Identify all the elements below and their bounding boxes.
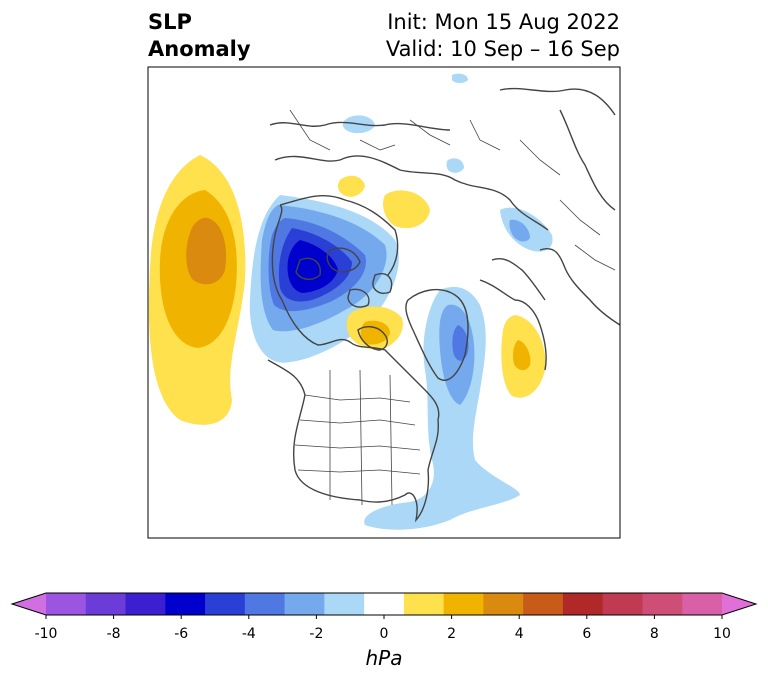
colorbar-segment bbox=[562, 593, 604, 615]
colorbar-segment bbox=[165, 593, 206, 615]
forecast-dates: Init: Mon 15 Aug 2022 Valid: 10 Sep – 16… bbox=[386, 9, 620, 63]
pacific-high-anomaly bbox=[148, 155, 246, 425]
colorbar-tick-label: -4 bbox=[241, 626, 256, 642]
colorbar-segment bbox=[244, 593, 286, 615]
colorbar-tick-label: -6 bbox=[174, 626, 189, 642]
colorbar-tick-label: -2 bbox=[309, 626, 324, 642]
colorbar-segment bbox=[205, 593, 246, 615]
europe-high-anomaly bbox=[501, 315, 546, 398]
colorbar-segment bbox=[46, 593, 87, 615]
colorbar-extend-high bbox=[722, 593, 756, 615]
map-frame bbox=[147, 66, 621, 539]
colorbar-segment bbox=[602, 593, 643, 615]
colorbar bbox=[10, 592, 758, 619]
coastlines bbox=[267, 87, 620, 523]
init-date: Init: Mon 15 Aug 2022 bbox=[387, 10, 620, 34]
minor-anomalies bbox=[337, 73, 553, 252]
colorbar-tick-label: -8 bbox=[106, 626, 121, 642]
colorbar-segment bbox=[324, 593, 365, 615]
colorbar-segment bbox=[284, 593, 325, 615]
colorbar-tick-label: 8 bbox=[649, 626, 659, 642]
map-panel bbox=[148, 67, 620, 538]
colorbar-segment bbox=[443, 593, 484, 615]
map-title: SLP Anomaly bbox=[148, 9, 251, 63]
colorbar-segment bbox=[483, 593, 524, 615]
colorbar-tick-label: 4 bbox=[514, 626, 524, 642]
title-line-2: Anomaly bbox=[148, 37, 251, 61]
colorbar-segment bbox=[682, 593, 723, 615]
colorbar-segment bbox=[642, 593, 683, 615]
colorbar-extend-low bbox=[12, 593, 46, 615]
colorbar-tick-label: 2 bbox=[447, 626, 457, 642]
colorbar-segment bbox=[85, 593, 127, 615]
colorbar-tick-label: 6 bbox=[582, 626, 592, 642]
colorbar-segment bbox=[523, 593, 564, 615]
valid-dates: Valid: 10 Sep – 16 Sep bbox=[385, 37, 620, 61]
colorbar-segment bbox=[403, 593, 445, 615]
colorbar-tick-label: 0 bbox=[379, 626, 389, 642]
colorbar-tick-label: 10 bbox=[713, 626, 731, 642]
colorbar-units: hPa bbox=[365, 646, 403, 670]
colorbar-tick-label: -10 bbox=[34, 626, 58, 642]
colorbar-segment bbox=[364, 593, 405, 615]
colorbar-segment bbox=[125, 593, 166, 615]
title-line-1: SLP bbox=[148, 10, 192, 34]
